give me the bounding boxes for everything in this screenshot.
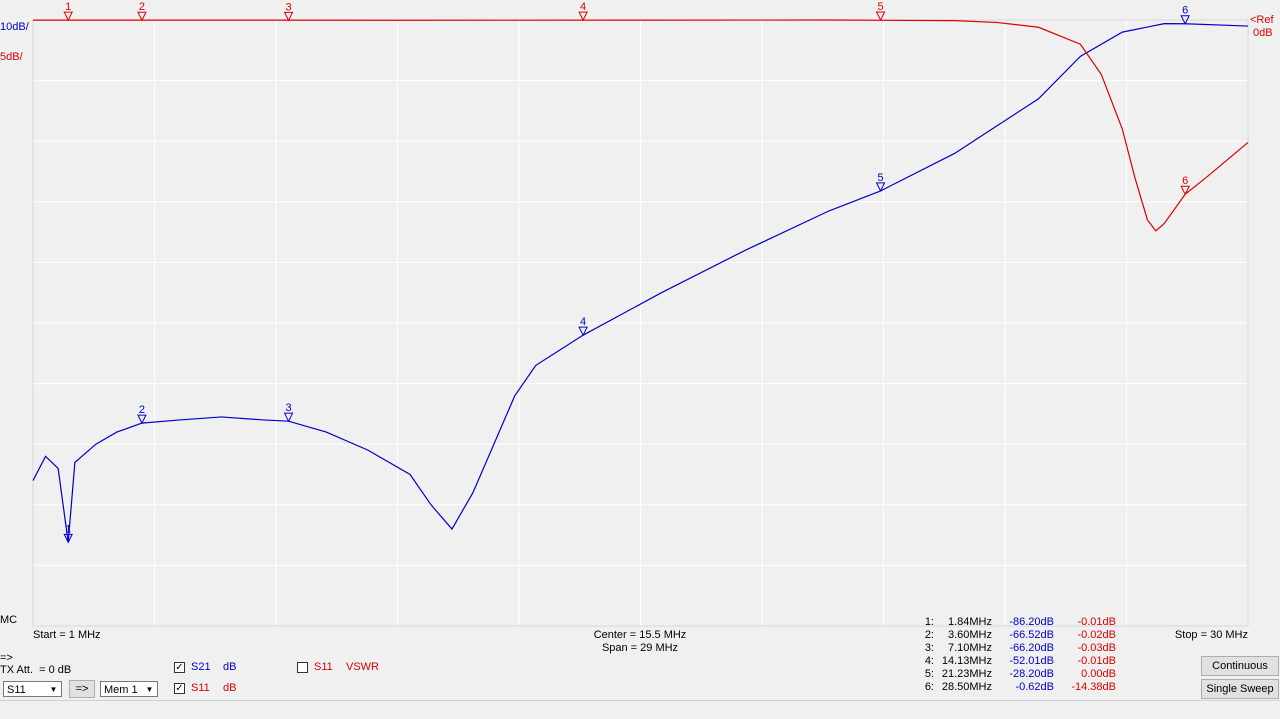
s21-checkbox[interactable]: ✓	[174, 662, 185, 673]
mem-select-text: Mem 1	[104, 684, 138, 696]
marker-s11	[578, 11, 588, 22]
dropdown-arrow: ▼	[49, 685, 58, 694]
arrow-button[interactable]: =>	[69, 680, 95, 698]
marker-s11-label: 5	[878, 1, 884, 13]
status-bar	[0, 700, 1280, 719]
marker-s21	[63, 533, 74, 544]
marker-s11-label: 6	[1182, 175, 1188, 187]
marker-freq: 28.50MHz	[942, 681, 992, 693]
marker-s21	[283, 412, 294, 423]
dropdown-arrow: ▼	[145, 685, 154, 694]
marker-s11-label: 3	[286, 1, 292, 13]
marker-s11: -0.01dB	[1077, 616, 1116, 628]
marker-row-label: 2:	[925, 629, 934, 641]
ref-value: 0dB	[1253, 27, 1273, 39]
marker-s11	[283, 11, 294, 22]
vswr-check-label: S11	[314, 661, 333, 673]
marker-s21: -66.52dB	[1009, 629, 1054, 641]
stop-label: Stop = 30 MHz	[1175, 629, 1248, 641]
single-sweep-button[interactable]: Single Sweep	[1201, 679, 1279, 699]
marker-row-label: 5:	[925, 668, 934, 680]
s11-scale: 5dB/	[0, 51, 24, 63]
marker-s21-label: 1	[65, 523, 71, 535]
marker-row-label: 3:	[925, 642, 934, 654]
marker-s21: -28.20dB	[1009, 668, 1054, 680]
span-label: Span = 29 MHz	[602, 642, 678, 654]
marker-s21	[578, 326, 588, 337]
marker-s21-label: 6	[1182, 5, 1188, 17]
marker-s21	[875, 182, 886, 193]
marker-freq: 7.10MHz	[948, 642, 992, 654]
ref-label: <Ref	[1250, 14, 1274, 26]
s21-check-unit: dB	[223, 661, 237, 673]
plot: 10dB/ 5dB/ <Ref 0dB MC Start = 1 MHz Cen…	[0, 1, 1274, 693]
trace	[32, 23, 1249, 543]
marker-s11: -14.38dB	[1071, 681, 1116, 693]
marker-s21	[137, 414, 147, 425]
vswr-checkbox[interactable]	[297, 662, 308, 673]
marker-s21-label: 4	[580, 316, 586, 328]
marker-row-label: 1:	[925, 616, 934, 628]
marker-row-label: 6:	[925, 681, 934, 693]
marker-s11: -0.03dB	[1077, 642, 1116, 654]
center-label: Center = 15.5 MHz	[594, 629, 687, 641]
s21-check-label: S21	[191, 661, 211, 673]
marker-s11-label: 1	[65, 1, 71, 13]
mc-label: MC	[0, 614, 17, 626]
marker-freq: 21.23MHz	[942, 668, 992, 680]
trace	[33, 19, 1249, 232]
marker-s11	[875, 11, 886, 22]
marker-freq: 14.13MHz	[942, 655, 992, 667]
marker-s21	[1180, 15, 1190, 25]
marker-s21: -0.62dB	[1015, 681, 1054, 693]
s11-checkbox[interactable]: ✓	[174, 683, 185, 694]
marker-freq: 3.60MHz	[948, 629, 992, 641]
marker-s21: -66.20dB	[1009, 642, 1054, 654]
tx-att: TX Att. = 0 dB	[0, 664, 72, 676]
marker-s21: -52.01dB	[1009, 655, 1054, 667]
marker-s21-label: 2	[139, 404, 145, 416]
marker-s11	[137, 11, 147, 22]
marker-s11	[1180, 185, 1190, 196]
marker-s11: 0.00dB	[1081, 668, 1116, 680]
marker-s21-label: 5	[878, 172, 884, 184]
start-label: Start = 1 MHz	[33, 629, 101, 641]
arrow-label: =>	[0, 652, 13, 664]
s21-scale: 10dB/	[0, 21, 30, 33]
mem-select[interactable]: Mem 1 ▼	[100, 681, 158, 697]
marker-s11	[63, 11, 74, 22]
s11-check-unit: dB	[223, 682, 237, 694]
marker-freq: 1.84MHz	[948, 616, 992, 628]
marker-s11-label: 2	[139, 1, 145, 13]
continuous-button[interactable]: Continuous	[1201, 656, 1279, 676]
marker-row-label: 4:	[925, 655, 934, 667]
s11-check-label: S11	[191, 682, 210, 694]
marker-s11: -0.02dB	[1077, 629, 1116, 641]
marker-s11: -0.01dB	[1077, 655, 1116, 667]
marker-s11-label: 4	[580, 1, 586, 13]
marker-s21-label: 3	[286, 402, 292, 414]
marker-s21: -86.20dB	[1009, 616, 1054, 628]
trace-select[interactable]: S11 ▼	[3, 681, 62, 697]
vswr-check-unit: VSWR	[346, 661, 379, 673]
trace-select-text: S11	[7, 684, 26, 696]
